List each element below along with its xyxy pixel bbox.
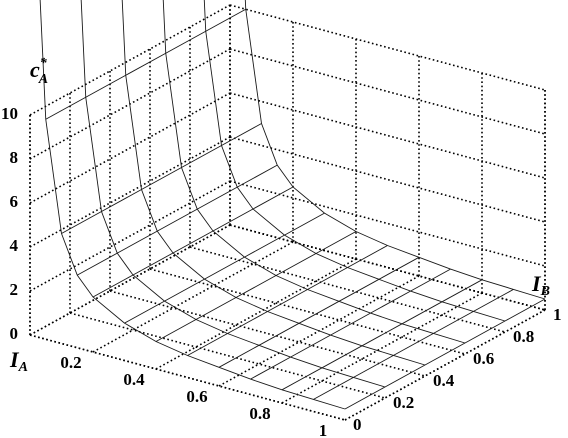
- x-tick-label: 0.2: [60, 353, 81, 372]
- surface: [39, 0, 546, 410]
- z-tick-label: 4: [10, 236, 19, 255]
- x-tick-label: 1: [319, 421, 328, 438]
- grid-line: [109, 290, 426, 377]
- grid-line: [29, 180, 231, 292]
- grid-line: [92, 241, 294, 353]
- grid-line: [229, 224, 546, 311]
- surface-line: [281, 279, 483, 391]
- z-tick-label: 0: [10, 324, 19, 343]
- axis-label-text: I: [9, 347, 20, 372]
- y-tick-label: 0.6: [473, 349, 494, 368]
- y-tick-label: 1: [553, 305, 562, 324]
- z-tick-label: 8: [10, 148, 19, 167]
- z-tick-label: 10: [1, 104, 18, 123]
- grid-line: [155, 258, 357, 370]
- surface-line: [313, 289, 514, 400]
- surface-line: [61, 123, 262, 234]
- grid-line: [149, 268, 466, 355]
- axis-label-sub: A: [18, 360, 28, 375]
- surface-line: [155, 231, 357, 342]
- grid-line: [229, 180, 546, 267]
- axis-label-sub: A: [38, 72, 48, 87]
- axis-label: c* A: [30, 56, 48, 87]
- grid-line: [29, 136, 231, 248]
- surface-line: [77, 164, 278, 276]
- grid-line: [344, 309, 546, 421]
- axis-label-sup: *: [40, 56, 48, 71]
- grid-line: [69, 312, 386, 399]
- y-tick-label: 0.4: [433, 371, 455, 390]
- grid-line: [29, 334, 346, 421]
- grid-line: [281, 292, 483, 404]
- surface-line: [203, 0, 506, 322]
- surface-line: [45, 8, 246, 120]
- surface-line: [218, 256, 420, 368]
- axis-label-text: c: [30, 57, 40, 82]
- x-tick-label: 0.4: [123, 370, 145, 389]
- grid-line: [229, 136, 546, 223]
- surface-line: [244, 0, 546, 300]
- axis-label: IB: [531, 271, 550, 299]
- x-tick-label: 0.6: [186, 387, 207, 406]
- surface-line: [344, 298, 546, 410]
- z-tick-label: 6: [10, 192, 19, 211]
- grid: [29, 4, 546, 421]
- surface-line: [80, 0, 386, 388]
- axis-label: IA: [9, 347, 28, 375]
- y-tick-label: 0.2: [393, 393, 414, 412]
- surface-line: [39, 0, 346, 410]
- axis-label-text: I: [531, 271, 542, 296]
- z-tick-label: 2: [10, 280, 19, 299]
- grid-line: [29, 224, 231, 336]
- grid-line: [29, 92, 231, 204]
- grid-line: [229, 48, 546, 135]
- y-tick-label: 0: [353, 415, 362, 434]
- axis-label-sub: B: [540, 284, 550, 299]
- x-tick-label: 0.8: [249, 404, 270, 423]
- surface-line: [162, 0, 466, 344]
- surface-line: [187, 245, 388, 356]
- surface-line: [92, 186, 294, 298]
- grid-line: [189, 246, 506, 333]
- surface-line: [124, 212, 325, 324]
- y-tick-label: 0.8: [513, 327, 534, 346]
- grid-line: [229, 4, 546, 91]
- surface-line: [250, 268, 451, 380]
- surface-line: [121, 0, 426, 366]
- grid-line: [29, 4, 231, 116]
